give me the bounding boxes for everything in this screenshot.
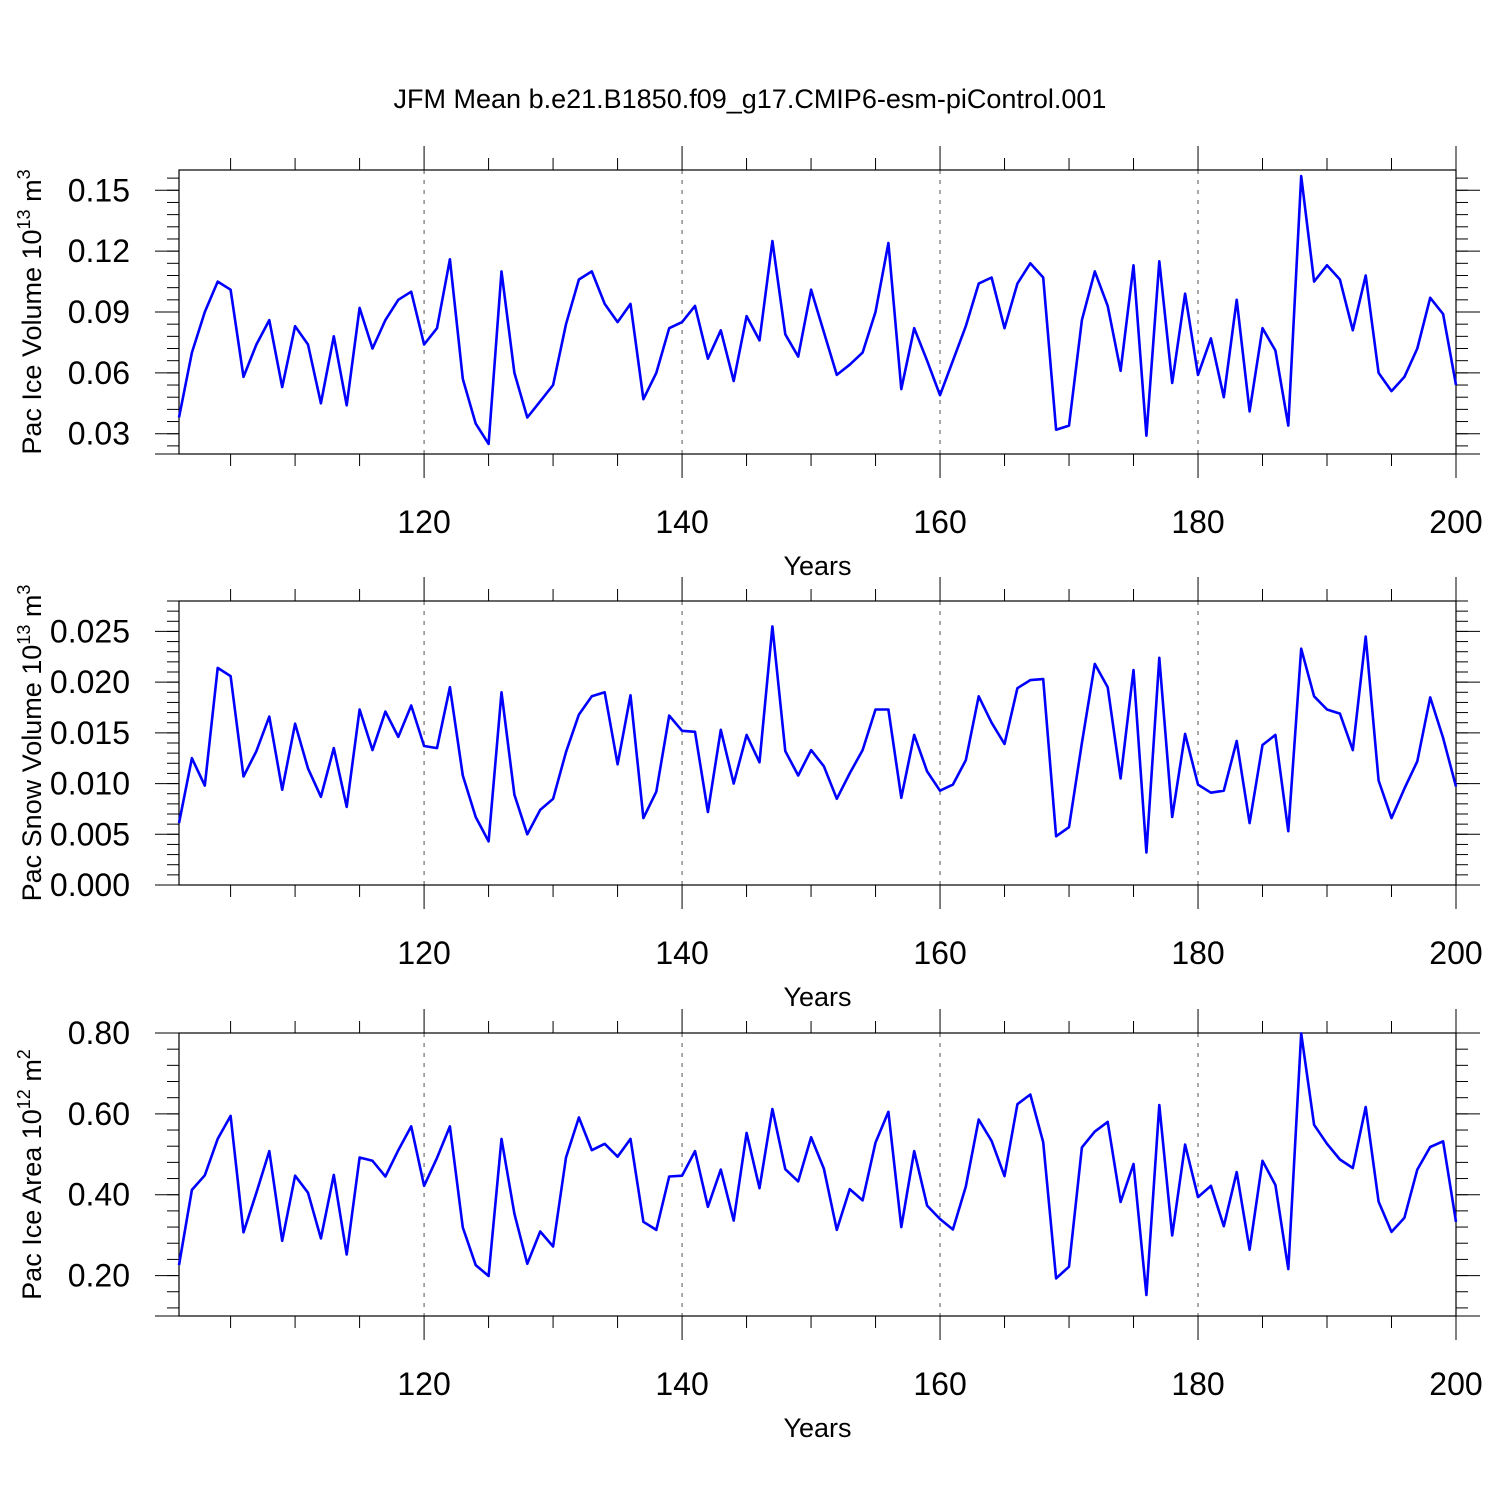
y-axis-label: Pac Ice Area 1012 m2 — [14, 1049, 47, 1300]
y-tick-label: 0.03 — [68, 416, 130, 452]
y-tick-label: 0.015 — [50, 715, 130, 751]
y-tick-label: 0.06 — [68, 355, 130, 391]
y-tick-label: 0.12 — [68, 233, 130, 269]
x-tick-label: 140 — [655, 1366, 708, 1402]
x-axis-label: Years — [783, 551, 851, 581]
x-tick-label: 200 — [1429, 1366, 1482, 1402]
x-tick-label: 120 — [397, 504, 450, 540]
y-tick-label: 0.80 — [68, 1015, 130, 1051]
x-tick-label: 200 — [1429, 935, 1482, 971]
y-tick-label: 0.005 — [50, 816, 130, 852]
series-line — [177, 625, 1458, 854]
x-axis-label: Years — [783, 1413, 851, 1443]
y-tick-label: 0.000 — [50, 867, 130, 903]
y-tick-label: 0.20 — [68, 1258, 130, 1294]
y-tick-label: 0.020 — [50, 664, 130, 700]
series-line — [177, 174, 1458, 446]
figure-title: JFM Mean b.e21.B1850.f09_g17.CMIP6-esm-p… — [394, 84, 1107, 114]
y-axis-label: Pac Snow Volume 1013 m3 — [14, 585, 47, 902]
x-tick-label: 140 — [655, 504, 708, 540]
series-line — [177, 1032, 1458, 1297]
y-tick-label: 0.010 — [50, 766, 130, 802]
x-tick-label: 160 — [913, 1366, 966, 1402]
y-tick-label: 0.60 — [68, 1096, 130, 1132]
x-tick-label: 180 — [1171, 504, 1224, 540]
panel-3: 0.20 0.40 0.60 0.80 120 140 160 180 200 Years Pac … — [14, 1009, 1483, 1443]
x-tick-label: 160 — [913, 935, 966, 971]
y-tick-label: 0.09 — [68, 294, 130, 330]
plot-frame — [178, 1032, 1457, 1317]
y-tick-label: 0.15 — [68, 172, 130, 208]
x-tick-label: 180 — [1171, 935, 1224, 971]
x-tick-label: 120 — [397, 1366, 450, 1402]
x-tick-label: 160 — [913, 504, 966, 540]
panel-1: 0.03 0.06 0.09 0.12 0.15 120 140 160 180 200 Years… — [14, 146, 1483, 581]
x-tick-label: 120 — [397, 935, 450, 971]
y-tick-label: 0.025 — [50, 613, 130, 649]
x-tick-label: 140 — [655, 935, 708, 971]
panel-2: 0.000 0.005 0.010 0.015 0.020 0.025 120 140 160 1… — [14, 577, 1483, 1012]
y-tick-label: 0.40 — [68, 1177, 130, 1213]
x-tick-label: 200 — [1429, 504, 1482, 540]
y-axis-label: Pac Ice Volume 1013 m3 — [14, 169, 47, 454]
x-axis-label: Years — [783, 982, 851, 1012]
x-tick-label: 180 — [1171, 1366, 1224, 1402]
